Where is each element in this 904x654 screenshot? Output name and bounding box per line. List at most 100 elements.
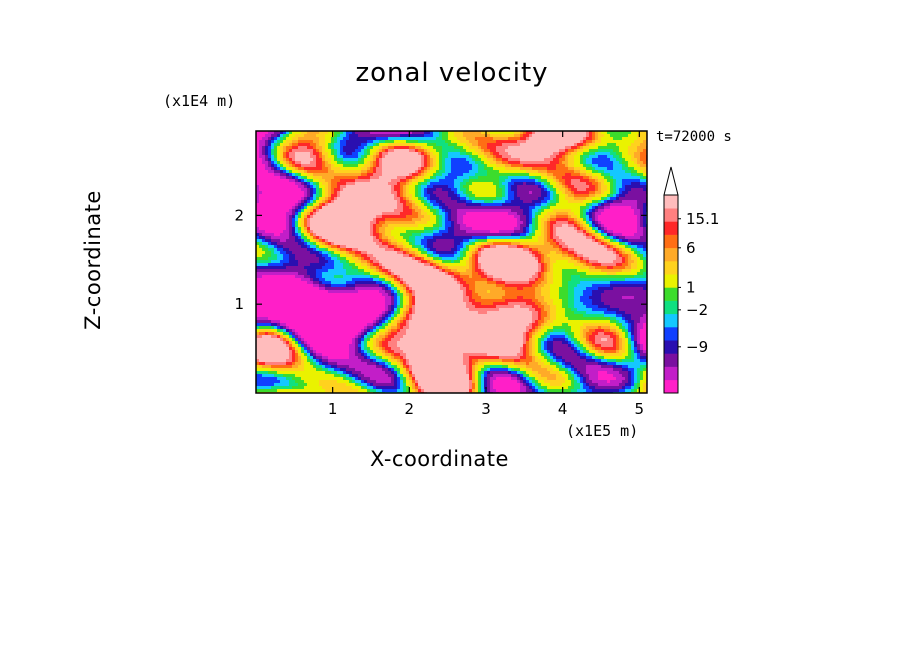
field-cell xyxy=(358,170,361,173)
field-cell xyxy=(367,230,370,233)
field-cell xyxy=(268,197,271,200)
field-cell xyxy=(577,149,580,152)
field-cell xyxy=(514,203,517,206)
field-cell xyxy=(409,143,412,146)
field-cell xyxy=(259,239,262,242)
field-cell xyxy=(265,140,268,143)
field-cell xyxy=(511,236,514,239)
field-cell xyxy=(559,164,562,167)
field-cell xyxy=(508,218,511,221)
field-cell xyxy=(415,170,418,173)
field-cell xyxy=(523,197,526,200)
field-cell xyxy=(421,209,424,212)
field-cell xyxy=(316,155,319,158)
field-cell xyxy=(589,170,592,173)
field-cell xyxy=(271,245,274,248)
field-cell xyxy=(382,239,385,242)
field-cell xyxy=(376,221,379,224)
field-cell xyxy=(568,200,571,203)
field-cell xyxy=(388,236,391,239)
field-cell xyxy=(310,152,313,155)
field-cell xyxy=(331,137,334,140)
field-cell xyxy=(304,155,307,158)
field-cell xyxy=(259,236,262,239)
field-cell xyxy=(490,143,493,146)
field-cell xyxy=(340,227,343,230)
field-cell xyxy=(370,191,373,194)
field-cell xyxy=(457,218,460,221)
field-cell xyxy=(355,161,358,164)
field-cell xyxy=(265,155,268,158)
field-cell xyxy=(325,221,328,224)
field-cell xyxy=(493,209,496,212)
field-cell xyxy=(628,218,631,221)
field-cell xyxy=(457,212,460,215)
field-cell xyxy=(382,164,385,167)
field-cell xyxy=(283,137,286,140)
field-cell xyxy=(454,164,457,167)
field-cell xyxy=(490,137,493,140)
field-cell xyxy=(601,221,604,224)
field-cell xyxy=(502,212,505,215)
field-cell xyxy=(415,179,418,182)
field-cell xyxy=(502,188,505,191)
field-cell xyxy=(373,164,376,167)
field-cell xyxy=(304,188,307,191)
field-cell xyxy=(382,200,385,203)
field-cell xyxy=(523,218,526,221)
field-cell xyxy=(619,230,622,233)
field-cell xyxy=(325,140,328,143)
field-cell xyxy=(358,158,361,161)
field-cell xyxy=(418,203,421,206)
field-cell xyxy=(526,218,529,221)
field-cell xyxy=(421,242,424,245)
field-cell xyxy=(640,209,643,212)
field-cell xyxy=(325,173,328,176)
field-cell xyxy=(643,155,646,158)
field-cell xyxy=(442,191,445,194)
field-cell xyxy=(328,197,331,200)
field-cell xyxy=(526,194,529,197)
field-cell xyxy=(430,212,433,215)
field-cell xyxy=(598,224,601,227)
field-cell xyxy=(418,167,421,170)
field-cell xyxy=(286,140,289,143)
field-cell xyxy=(529,236,532,239)
field-cell xyxy=(499,134,502,137)
field-cell xyxy=(637,224,640,227)
field-cell xyxy=(343,134,346,137)
field-cell xyxy=(409,152,412,155)
field-cell xyxy=(526,227,529,230)
field-cell xyxy=(328,233,331,236)
field-cell xyxy=(463,212,466,215)
field-cell xyxy=(364,239,367,242)
field-cell xyxy=(643,224,646,227)
field-cell xyxy=(526,236,529,239)
field-cell xyxy=(280,188,283,191)
field-cell xyxy=(406,206,409,209)
field-cell xyxy=(634,176,637,179)
field-cell xyxy=(469,176,472,179)
field-cell xyxy=(616,155,619,158)
field-cell xyxy=(280,149,283,152)
field-cell xyxy=(556,137,559,140)
field-cell xyxy=(271,158,274,161)
field-cell xyxy=(343,236,346,239)
field-cell xyxy=(625,173,628,176)
field-cell xyxy=(403,224,406,227)
field-cell xyxy=(631,230,634,233)
field-cell xyxy=(313,137,316,140)
field-cell xyxy=(328,221,331,224)
field-cell xyxy=(355,158,358,161)
field-cell xyxy=(574,209,577,212)
field-cell xyxy=(514,179,517,182)
field-cell xyxy=(445,236,448,239)
field-cell xyxy=(484,158,487,161)
field-cell xyxy=(550,149,553,152)
field-cell xyxy=(313,149,316,152)
field-cell xyxy=(586,170,589,173)
field-cell xyxy=(379,221,382,224)
field-cell xyxy=(265,176,268,179)
field-cell xyxy=(421,134,424,137)
field-cell xyxy=(328,143,331,146)
